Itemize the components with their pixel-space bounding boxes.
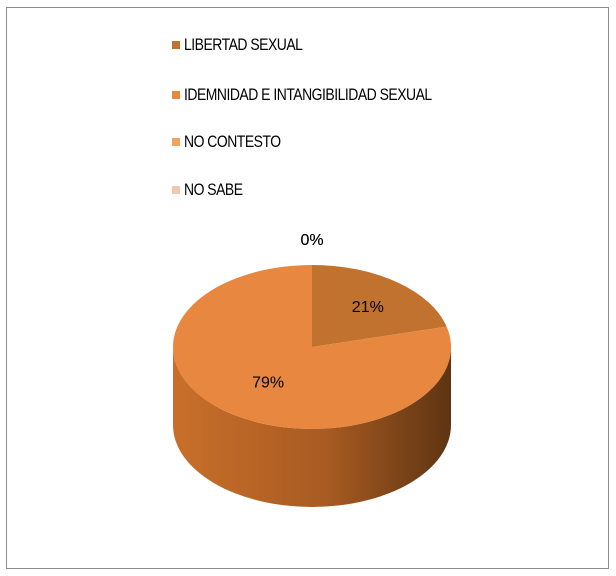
legend-swatch	[172, 186, 180, 194]
legend-item-no-sabe: NO SABE	[172, 179, 255, 201]
pie-slice-libertad-sexual	[312, 265, 447, 347]
data-label: 0%	[300, 232, 323, 249]
legend-item-idemnidad: IDEMNIDAD E INTANGIBILIDAD SEXUAL	[172, 84, 486, 106]
legend-label: LIBERTAD SEXUAL	[184, 35, 303, 54]
legend-label: IDEMNIDAD E INTANGIBILIDAD SEXUAL	[184, 85, 432, 104]
legend-item-libertad-sexual: LIBERTAD SEXUAL	[172, 34, 328, 56]
legend-label: NO CONTESTO	[184, 132, 281, 151]
legend-item-no-contesto: NO CONTESTO	[172, 131, 302, 153]
data-label: 21%	[352, 299, 384, 316]
pie-slice-idemnidad-e-intangibilidad-sexual	[173, 264, 452, 429]
legend-label: NO SABE	[184, 180, 243, 199]
data-label: 0%	[300, 232, 323, 249]
legend-swatch	[172, 91, 180, 99]
legend-swatch	[172, 138, 180, 146]
data-label: 79%	[252, 375, 284, 392]
pie-side-wall	[173, 347, 451, 507]
legend-swatch	[172, 41, 180, 49]
